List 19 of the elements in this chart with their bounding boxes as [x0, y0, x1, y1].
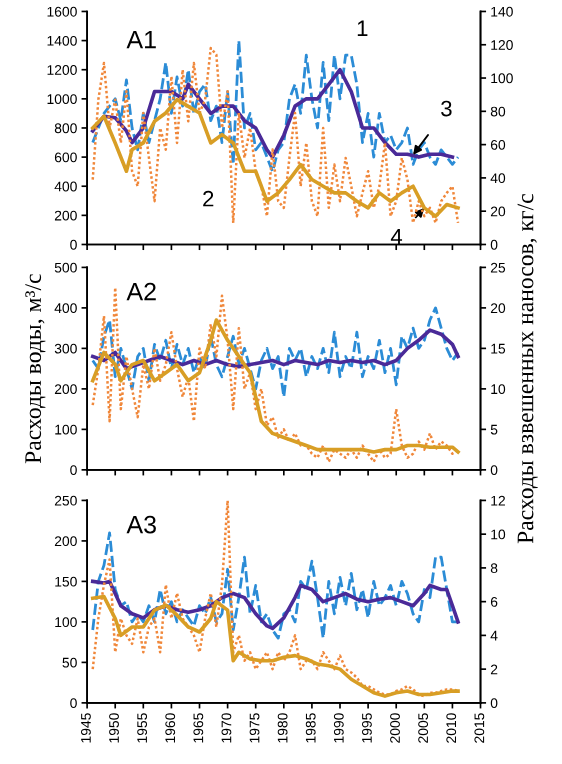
line-series [90, 579, 460, 631]
line-series [91, 531, 460, 640]
line-series [90, 67, 455, 159]
line-series [90, 594, 460, 698]
line-series [90, 328, 460, 371]
annotation: 3 [441, 100, 452, 117]
annotation: 2 [203, 190, 214, 207]
annotation: 1 [357, 20, 368, 36]
chart-title: A2 [126, 282, 156, 301]
annotation: 4 [390, 228, 403, 245]
line-series [91, 286, 460, 464]
y-axis-title: Расходы воды, м³/с [25, 274, 46, 464]
line-series [90, 318, 460, 454]
line-series [90, 97, 460, 218]
line-series [91, 306, 460, 399]
chart-title: A3 [126, 515, 156, 534]
y2-axis-title: Расходы взвешенных наносов, кг/с [517, 194, 538, 544]
line-series [91, 46, 460, 225]
text: A1 [126, 31, 156, 49]
